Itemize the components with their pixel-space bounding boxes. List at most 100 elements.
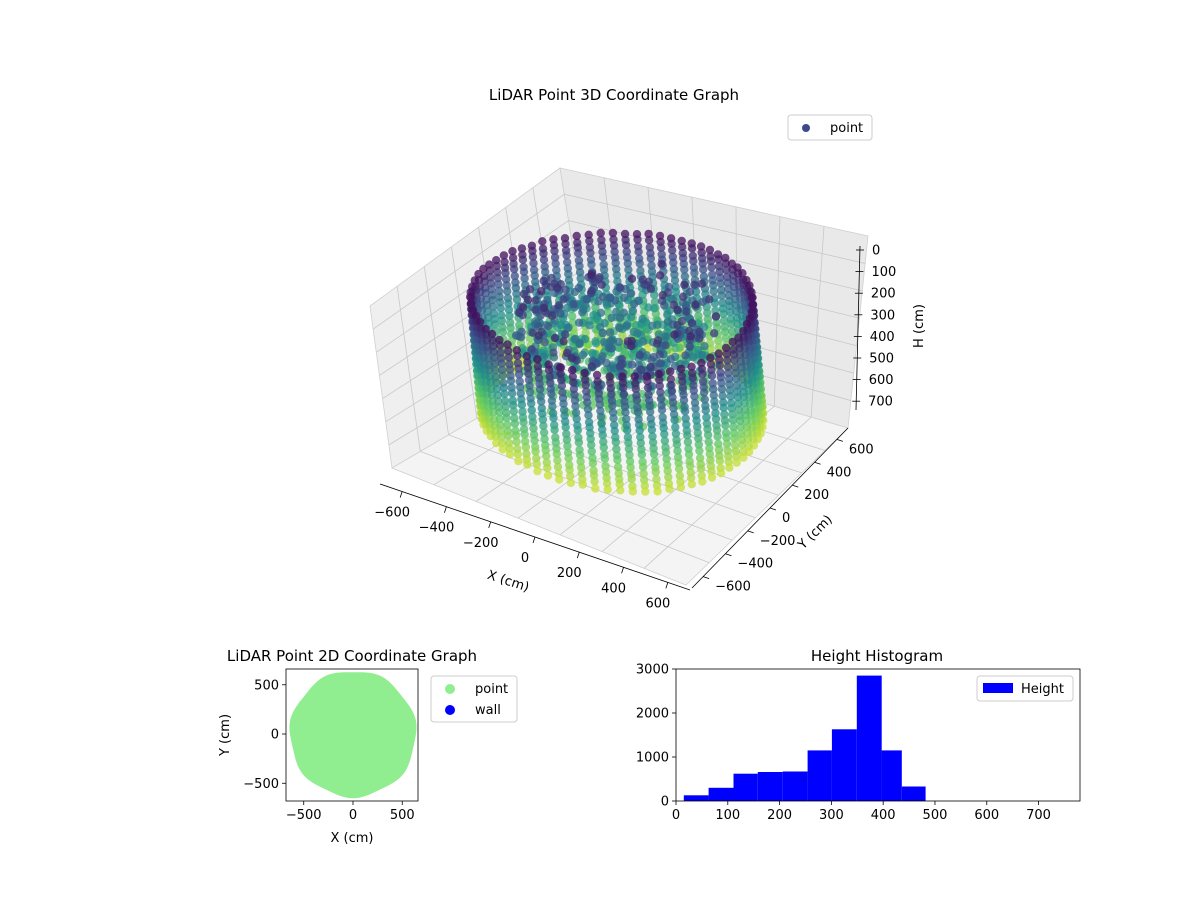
point-3d — [516, 382, 525, 392]
histogram-bar — [733, 773, 758, 801]
point-3d — [539, 303, 549, 313]
point-3d — [743, 435, 753, 444]
point-3d — [646, 362, 655, 372]
point-3d — [597, 241, 607, 250]
point-3d — [559, 295, 568, 304]
point-3d — [670, 276, 680, 285]
y-tick-label-3d: −400 — [737, 557, 773, 572]
point-3d — [721, 327, 730, 336]
point-3d — [575, 450, 585, 460]
point-3d — [735, 416, 745, 426]
point-3d — [705, 449, 714, 459]
point-3d — [703, 430, 713, 440]
point-3d — [693, 422, 702, 431]
point-3d — [714, 255, 723, 264]
point-3d — [498, 445, 507, 454]
point-3d — [550, 333, 560, 343]
point-3d — [656, 243, 666, 252]
point-3d — [527, 406, 536, 415]
point-3d — [550, 425, 559, 435]
point-3d — [727, 404, 736, 413]
point-3d — [516, 389, 525, 398]
point-3d — [637, 450, 647, 459]
point-3d — [553, 456, 562, 465]
point-3d — [590, 277, 599, 287]
point-3d — [621, 240, 631, 250]
point-3d — [545, 372, 554, 381]
histogram-y-tick-label: 2000 — [636, 707, 669, 722]
point-3d — [627, 474, 636, 484]
point-3d — [510, 419, 520, 428]
point-3d — [732, 458, 741, 467]
point-3d — [719, 309, 728, 319]
point-3d — [495, 341, 505, 350]
point-3d — [731, 374, 741, 383]
point-3d — [497, 359, 506, 368]
point-3d — [487, 329, 497, 339]
chart-histogram: Height Histogram 0 100 200 300 400 500 600 7000… — [636, 647, 1081, 823]
point-3d — [608, 228, 618, 238]
point-3d — [714, 336, 723, 345]
point-3d — [539, 249, 548, 258]
legend-hist-swatch — [983, 683, 1013, 693]
point-3d — [626, 289, 636, 298]
point-3d — [556, 309, 565, 318]
histogram-bar — [856, 675, 882, 801]
point-3d — [636, 365, 646, 374]
point-3d — [729, 422, 738, 432]
point-3d — [671, 423, 680, 432]
point-3d — [520, 274, 529, 283]
point-3d — [527, 345, 536, 354]
legend-2d-wall-marker — [445, 705, 455, 715]
point-3d — [698, 477, 707, 486]
point-3d — [591, 339, 601, 348]
point-3d — [550, 246, 559, 256]
point-3d — [530, 436, 539, 445]
point-3d — [722, 349, 731, 359]
point-3d — [586, 248, 595, 258]
point-3d — [534, 367, 543, 376]
point-3d — [655, 350, 664, 359]
point-3d — [648, 438, 658, 447]
point-3d — [717, 378, 726, 388]
y-tick-label-3d: −600 — [715, 580, 751, 595]
point-3d — [680, 265, 689, 274]
y-axis-label-2d: Y (cm) — [218, 714, 233, 757]
point-3d — [615, 362, 624, 371]
axes-frame-2d — [285, 668, 419, 802]
point-3d — [542, 451, 551, 461]
point-3d — [631, 384, 640, 394]
point-3d — [588, 459, 598, 468]
histogram-bar — [708, 787, 734, 801]
point-3d — [538, 237, 547, 246]
point-3d — [566, 471, 575, 481]
point-3d — [541, 267, 550, 277]
point-3d — [523, 295, 533, 305]
ticks-2d: −500 0 500 500 0 −500 — [243, 678, 414, 823]
point-3d — [690, 280, 699, 289]
point-3d — [685, 461, 695, 471]
point-3d — [538, 415, 548, 424]
point-3d — [644, 229, 653, 239]
point-3d — [622, 321, 631, 330]
point-3d — [518, 255, 528, 264]
z-axis-line — [855, 245, 861, 411]
histogram-x-tick-label: 700 — [1026, 808, 1051, 823]
z-tick-label-3d: 600 — [869, 373, 894, 388]
point-3d — [643, 383, 653, 393]
point-3d — [723, 356, 732, 365]
point-3d — [644, 236, 654, 245]
legend-3d: point — [787, 114, 873, 141]
histogram-bar — [901, 786, 926, 801]
point-3d — [714, 439, 723, 449]
point-3d — [624, 438, 633, 447]
point-3d — [669, 404, 678, 413]
point-3d — [673, 446, 682, 456]
point-3d — [504, 431, 513, 440]
point-3d — [665, 484, 674, 494]
point-3d — [495, 414, 505, 424]
point-3d — [695, 446, 704, 455]
point-3d — [725, 380, 734, 389]
point-3d — [689, 256, 698, 266]
point-3d — [657, 405, 667, 415]
